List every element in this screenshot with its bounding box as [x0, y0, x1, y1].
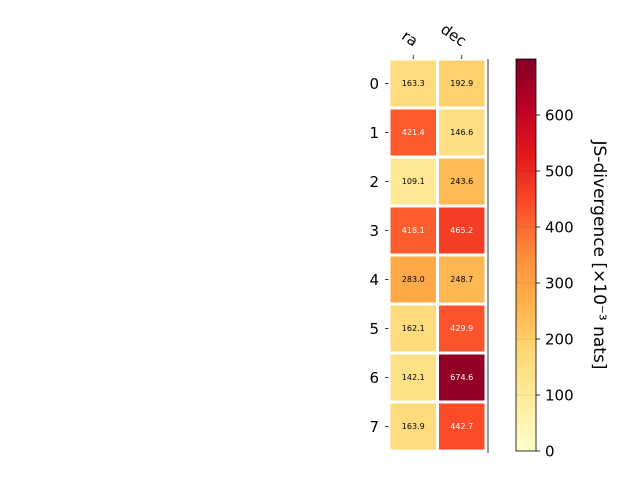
cell-value-label: 429.9 [450, 324, 473, 333]
y-tick-label: 4 [369, 271, 379, 289]
y-tick-label: 7 [369, 418, 379, 436]
colorbar-tick-label: 100 [545, 387, 574, 405]
y-tick-label: 1 [369, 124, 379, 142]
y-tick-label: 0 [369, 75, 379, 93]
heatmap-cell-4-dec [436, 253, 488, 306]
colorbar-gradient [516, 59, 536, 451]
colorbar-frame [515, 58, 537, 452]
heatmap-cell-7-dec [436, 400, 488, 453]
cell-value-label: 163.9 [402, 422, 425, 431]
cell-value-label: 109.1 [402, 177, 425, 186]
colorbar-tick-label: 600 [545, 107, 574, 125]
x-tick-label: ra [398, 27, 421, 51]
cell-value-label: 243.6 [450, 177, 473, 186]
x-tick-label: dec [437, 20, 469, 50]
colorbar-tick-label: 300 [545, 275, 574, 293]
heatmap-plot-area: 163.3 192.9 421.4 146.6 109.1 243.6 418.1 465.2… [369, 20, 489, 453]
cell-value-label: 442.7 [450, 422, 473, 431]
colorbar-tick-label: 400 [545, 219, 574, 237]
colorbar-tick-label: 0 [545, 443, 555, 461]
colorbar-tick-label: 200 [545, 331, 574, 349]
cell-value-label: 421.4 [402, 128, 425, 137]
colorbar-tick-label: 500 [545, 163, 574, 181]
cell-value-label: 248.7 [450, 275, 473, 284]
colorbar: 0 100 200 300 400 500 600 JS-divergence [×10⁻³ … [515, 58, 609, 461]
y-tick-label: 3 [369, 222, 379, 240]
cell-value-label: 465.2 [450, 226, 473, 235]
y-tick-label: 6 [369, 369, 379, 387]
cell-value-label: 146.6 [450, 128, 473, 137]
cell-value-label: 162.1 [402, 324, 425, 333]
cell-value-label: 418.1 [402, 226, 425, 235]
heatmap-cell-3-dec [436, 204, 488, 257]
heatmap-cell-1-dec [436, 106, 488, 159]
y-tick-label: 2 [369, 173, 379, 191]
cell-value-label: 142.1 [402, 373, 425, 382]
cell-value-label: 163.3 [402, 79, 425, 88]
y-tick-label: 5 [369, 320, 379, 338]
cell-value-label: 674.6 [450, 373, 473, 382]
cell-value-label: 192.9 [450, 79, 473, 88]
colorbar-label: JS-divergence [×10⁻³ nats] [589, 140, 609, 370]
heatmap-cell-2-dec [436, 155, 488, 208]
cell-value-label: 283.0 [402, 275, 425, 284]
